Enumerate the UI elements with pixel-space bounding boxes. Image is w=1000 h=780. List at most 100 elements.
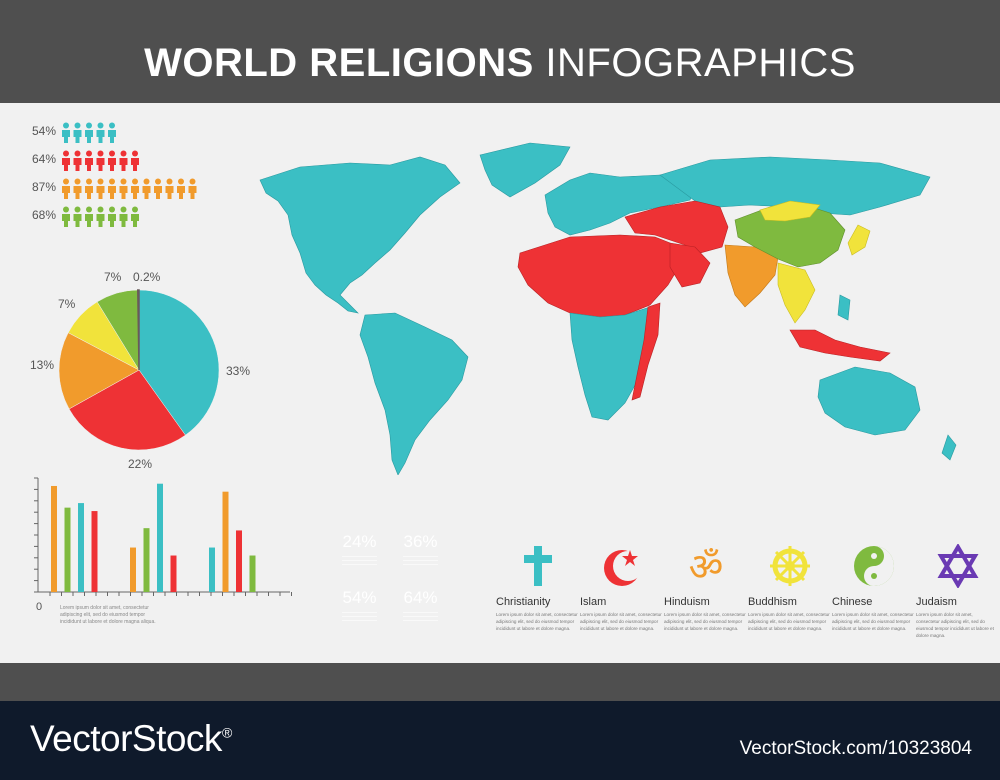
- person-icon: [131, 206, 139, 227]
- people-row-percent: 54%: [32, 124, 57, 138]
- religion-name-islam: Islam: [580, 596, 607, 608]
- bar-notes: Lorem ipsum dolor sit amet, consectetur …: [60, 605, 156, 626]
- bar-note-3: incididunt ut labore et dolore magna ali…: [60, 619, 156, 625]
- pie-label-buddhism: 7%: [58, 297, 76, 311]
- title-light: INFOGRAPHICS: [545, 41, 856, 85]
- map-new-zealand: [941, 434, 957, 461]
- bar: [170, 555, 177, 592]
- map-greenland: [479, 142, 571, 198]
- person-icon: [85, 150, 93, 171]
- person-icon: [108, 150, 116, 171]
- bar-axis-zero: 0: [36, 601, 43, 613]
- stat-tile-2-value: 36%: [403, 532, 438, 551]
- pie-label-chinese: 7%: [104, 270, 122, 284]
- bar: [130, 547, 136, 592]
- yin-yang-icon: [854, 546, 894, 586]
- map-philippines: [837, 294, 851, 321]
- person-icon: [119, 150, 128, 171]
- bar: [249, 555, 256, 592]
- religion-name-hinduism: Hinduism: [664, 596, 710, 608]
- world-map: [259, 142, 957, 475]
- person-icon: [62, 122, 70, 143]
- map-east-africa-coast: [631, 302, 661, 401]
- page-title: WORLD RELIGIONS INFOGRAPHICS: [0, 38, 1000, 88]
- person-icon: [108, 178, 116, 199]
- person-icon: [73, 150, 82, 171]
- footer-bar: [0, 701, 1000, 780]
- map-north-africa: [517, 234, 681, 318]
- person-icon: [119, 206, 128, 227]
- map-southern-africa: [569, 306, 656, 421]
- person-icon: [108, 206, 116, 227]
- people-row-percent: 68%: [32, 208, 57, 222]
- om-icon: ॐ: [689, 545, 724, 588]
- person-icon: [142, 178, 151, 199]
- pie-label-hinduism: 13%: [30, 358, 55, 372]
- person-icon: [85, 206, 93, 227]
- religion-name-judaism: Judaism: [916, 596, 957, 608]
- map-japan: [847, 224, 871, 256]
- bar: [78, 503, 84, 592]
- person-icon: [188, 178, 197, 199]
- person-icon: [96, 150, 105, 171]
- bar: [157, 483, 163, 592]
- brand-registered: ®: [221, 724, 232, 741]
- bar-chart: 0 Lorem ipsum dolor sit amet, consectetu…: [0, 468, 300, 638]
- stat-tile-2-lines: [403, 556, 438, 557]
- stat-tile-1: 24%: [334, 524, 385, 575]
- people-row-percent: 87%: [32, 180, 57, 194]
- map-north-america: [259, 156, 461, 314]
- stat-tile-4-lines: [403, 612, 438, 613]
- bar: [222, 491, 229, 592]
- religion-desc-chinese: Lorem ipsum dolor sit amet, consectetur …: [832, 612, 914, 631]
- stat-tile-3: 54%: [334, 580, 385, 631]
- pie-label-christianity: 33%: [226, 364, 251, 378]
- religion-desc-christianity: Lorem ipsum dolor sit amet, consectetur …: [496, 612, 578, 631]
- stat-tile-4: 64%: [395, 580, 446, 631]
- pie-slice: [68, 369, 186, 451]
- bar-svg: [34, 477, 292, 596]
- stat-tile-3-lines: [342, 612, 377, 613]
- religion-desc-buddhism: Lorem ipsum dolor sit amet, consectetur …: [748, 612, 830, 631]
- map-russia: [659, 156, 931, 216]
- pie-chart: 33% 22% 13% 7% 7% 0.2%: [0, 260, 290, 471]
- person-icon: [62, 150, 70, 171]
- religion-desc-judaism: Lorem ipsum dolor sit amet, consectetur …: [916, 612, 994, 638]
- religion-name-buddhism: Buddhism: [748, 596, 797, 608]
- people-icons: [62, 122, 116, 143]
- person-icon: [108, 122, 116, 143]
- map-mongolia: [759, 200, 821, 222]
- bottom-band: [0, 663, 1000, 701]
- pie-slice: [58, 332, 140, 410]
- religion-desc-islam: Lorem ipsum dolor sit amet, consectetur …: [580, 612, 662, 631]
- stat-tile-1-lines: [342, 556, 377, 557]
- person-icon: [73, 206, 82, 227]
- map-middle-east-turkey: [624, 200, 729, 254]
- person-icon: [96, 206, 105, 227]
- person-icon: [96, 122, 105, 143]
- bar: [64, 507, 71, 592]
- brand-name: VectorStock: [30, 718, 222, 759]
- stat-tile-4-value: 64%: [403, 588, 438, 607]
- people-icons: [62, 150, 139, 171]
- header-bar: [0, 0, 1000, 103]
- svg-text:ॐ: ॐ: [689, 545, 724, 588]
- stat-tile-3-value: 54%: [342, 588, 377, 607]
- person-icon: [119, 178, 128, 199]
- stat-tile-1-value: 24%: [342, 532, 377, 551]
- map-southeast-asia: [777, 262, 816, 324]
- people-icons: [62, 206, 139, 227]
- map-arabia: [669, 242, 711, 288]
- person-icon: [85, 178, 93, 199]
- brand-logo: VectorStock®: [30, 718, 232, 760]
- map-australia: [817, 366, 921, 436]
- person-icon: [165, 178, 174, 199]
- bar: [236, 530, 242, 592]
- person-icon: [62, 206, 70, 227]
- bar: [91, 511, 98, 592]
- person-icon: [73, 122, 82, 143]
- pie-slice: [137, 289, 140, 371]
- bar: [51, 485, 57, 592]
- map-indonesia: [789, 329, 891, 362]
- bar-note-1: Lorem ipsum dolor sit amet, consectetur: [60, 605, 149, 611]
